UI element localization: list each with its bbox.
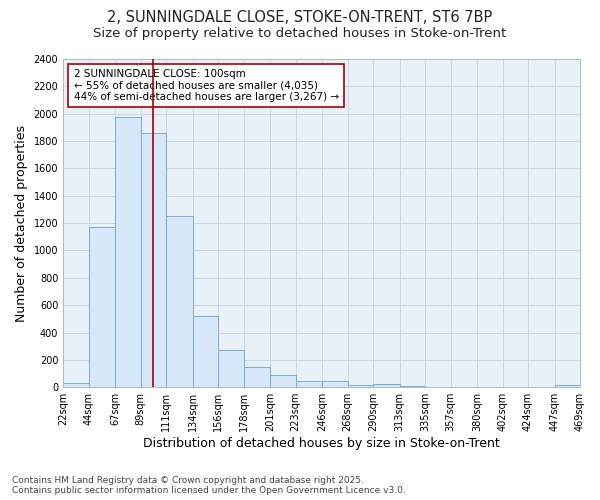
Bar xyxy=(400,386,425,387)
Bar xyxy=(115,117,140,387)
Bar xyxy=(244,366,270,387)
Bar xyxy=(425,386,451,387)
Bar xyxy=(270,375,296,387)
Bar xyxy=(63,384,89,387)
Y-axis label: Number of detached properties: Number of detached properties xyxy=(15,124,28,322)
Bar xyxy=(193,316,218,387)
X-axis label: Distribution of detached houses by size in Stoke-on-Trent: Distribution of detached houses by size … xyxy=(143,437,500,450)
Bar xyxy=(347,384,373,387)
Bar xyxy=(140,133,166,387)
Bar xyxy=(322,381,347,387)
Text: 2 SUNNINGDALE CLOSE: 100sqm
← 55% of detached houses are smaller (4,035)
44% of : 2 SUNNINGDALE CLOSE: 100sqm ← 55% of det… xyxy=(74,69,338,102)
Bar xyxy=(89,227,115,387)
Text: Contains HM Land Registry data © Crown copyright and database right 2025.
Contai: Contains HM Land Registry data © Crown c… xyxy=(12,476,406,495)
Bar xyxy=(373,384,400,387)
Bar xyxy=(166,216,193,387)
Text: 2, SUNNINGDALE CLOSE, STOKE-ON-TRENT, ST6 7BP: 2, SUNNINGDALE CLOSE, STOKE-ON-TRENT, ST… xyxy=(107,10,493,25)
Bar xyxy=(296,382,322,387)
Bar xyxy=(503,386,528,387)
Bar xyxy=(218,350,244,387)
Text: Size of property relative to detached houses in Stoke-on-Trent: Size of property relative to detached ho… xyxy=(94,28,506,40)
Bar xyxy=(554,384,580,387)
